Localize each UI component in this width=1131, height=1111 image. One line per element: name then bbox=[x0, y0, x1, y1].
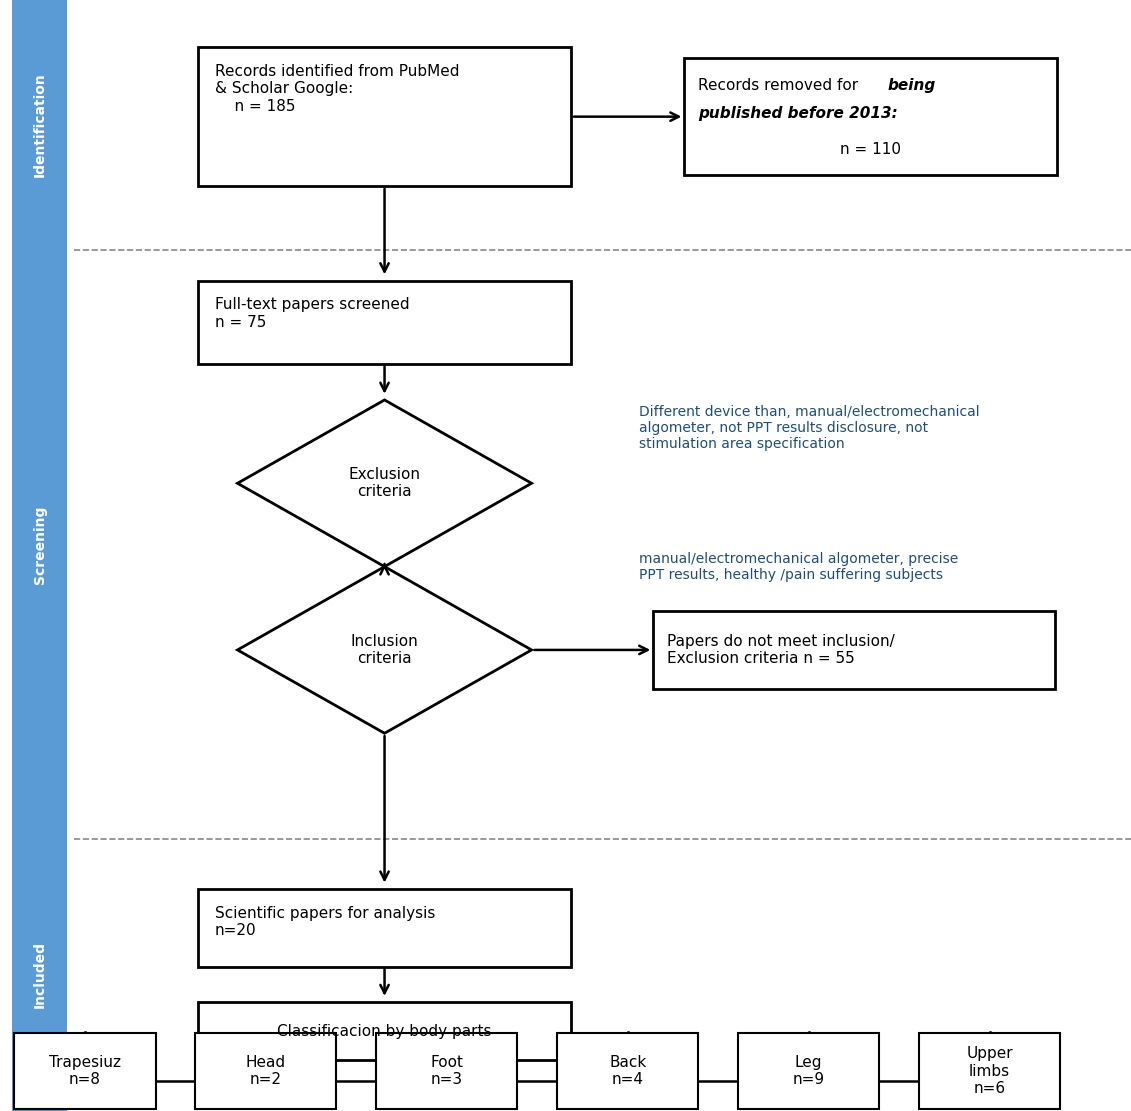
Text: manual/electromechanical algometer, precise
PPT results, healthy /pain suffering: manual/electromechanical algometer, prec… bbox=[639, 551, 958, 582]
FancyBboxPatch shape bbox=[198, 281, 571, 364]
FancyBboxPatch shape bbox=[12, 250, 67, 839]
Text: Different device than, manual/electromechanical
algometer, not PPT results discl: Different device than, manual/electromec… bbox=[639, 404, 979, 451]
Text: Back
n=4: Back n=4 bbox=[610, 1054, 646, 1088]
Text: Records removed for: Records removed for bbox=[698, 78, 863, 93]
Text: Upper
limbs
n=6: Upper limbs n=6 bbox=[966, 1047, 1013, 1095]
FancyBboxPatch shape bbox=[556, 1033, 699, 1109]
FancyBboxPatch shape bbox=[195, 1033, 336, 1109]
FancyBboxPatch shape bbox=[14, 1033, 156, 1109]
FancyBboxPatch shape bbox=[198, 47, 571, 186]
Text: Scientific papers for analysis
n=20: Scientific papers for analysis n=20 bbox=[215, 905, 435, 939]
Text: Identification: Identification bbox=[33, 72, 46, 178]
Text: Head
n=2: Head n=2 bbox=[245, 1054, 286, 1088]
FancyBboxPatch shape bbox=[198, 889, 571, 967]
Text: Screening: Screening bbox=[33, 506, 46, 583]
Text: Full-text papers screened
n = 75: Full-text papers screened n = 75 bbox=[215, 297, 409, 330]
FancyBboxPatch shape bbox=[684, 59, 1057, 174]
Text: Exclusion
criteria: Exclusion criteria bbox=[348, 467, 421, 500]
FancyBboxPatch shape bbox=[12, 839, 67, 1111]
Text: n = 110: n = 110 bbox=[840, 142, 901, 158]
Text: Leg
n=9: Leg n=9 bbox=[793, 1054, 824, 1088]
FancyBboxPatch shape bbox=[918, 1033, 1061, 1109]
FancyBboxPatch shape bbox=[375, 1033, 517, 1109]
Text: Records identified from PubMed
& Scholar Google:
    n = 185: Records identified from PubMed & Scholar… bbox=[215, 64, 459, 113]
Text: Trapesiuz
n=8: Trapesiuz n=8 bbox=[49, 1054, 121, 1088]
FancyBboxPatch shape bbox=[12, 0, 67, 250]
Text: being: being bbox=[888, 78, 936, 93]
Text: Foot
n=3: Foot n=3 bbox=[430, 1054, 464, 1088]
Text: published before 2013:: published before 2013: bbox=[698, 106, 898, 121]
Text: Included: Included bbox=[33, 941, 46, 1009]
Text: Inclusion
criteria: Inclusion criteria bbox=[351, 633, 418, 667]
Polygon shape bbox=[238, 400, 532, 567]
FancyBboxPatch shape bbox=[737, 1033, 880, 1109]
FancyBboxPatch shape bbox=[654, 611, 1054, 689]
Text: Papers do not meet inclusion/
Exclusion criteria n = 55: Papers do not meet inclusion/ Exclusion … bbox=[667, 633, 895, 667]
Polygon shape bbox=[238, 567, 532, 733]
FancyBboxPatch shape bbox=[198, 1002, 571, 1060]
Text: Classificacion by body parts: Classificacion by body parts bbox=[277, 1023, 492, 1039]
